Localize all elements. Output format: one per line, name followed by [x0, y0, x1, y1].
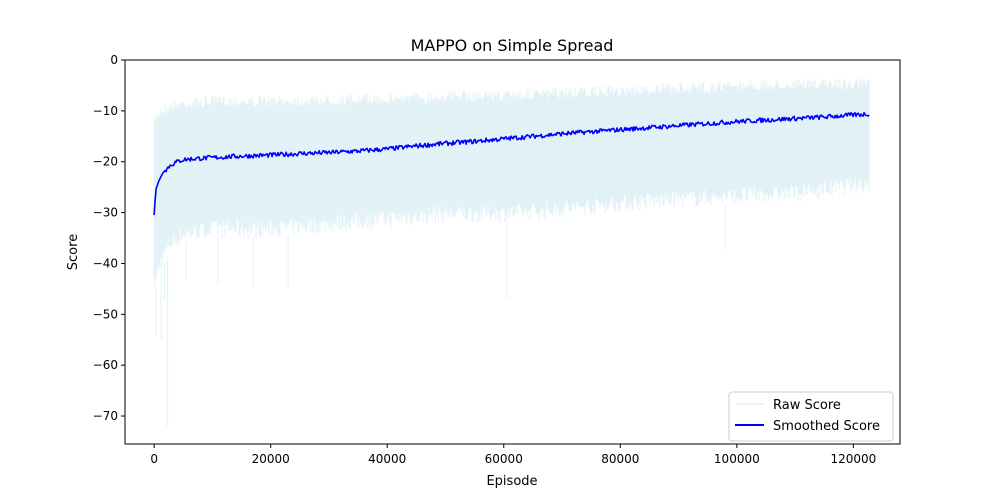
smoothed-score-line — [153, 111, 870, 216]
x-axis-label: Episode — [486, 474, 537, 489]
plot-area — [153, 78, 870, 427]
y-axis: 0 −10 −20 −30 −40 −50 −60 −70 — [93, 53, 125, 423]
y-tick-label: −70 — [93, 409, 118, 423]
y-axis-label: Score — [66, 234, 81, 270]
y-tick-label: −30 — [93, 206, 118, 220]
y-tick-label: −40 — [93, 256, 118, 270]
legend-label-smoothed-score: Smoothed Score — [773, 419, 880, 434]
x-tick-label: 120000 — [830, 452, 876, 466]
y-tick-label: −20 — [93, 155, 118, 169]
x-tick-label: 40000 — [368, 452, 406, 466]
x-tick-label: 60000 — [485, 452, 523, 466]
legend-label-raw-score: Raw Score — [773, 398, 841, 413]
y-tick-label: 0 — [110, 53, 118, 67]
x-tick-label: 80000 — [601, 452, 639, 466]
legend-box — [728, 391, 894, 442]
raw-score-series — [153, 78, 870, 427]
y-tick-label: −50 — [93, 307, 118, 321]
x-tick-label: 100000 — [714, 452, 760, 466]
x-axis: 0 20000 40000 60000 80000 100000 120000 — [150, 444, 876, 466]
legend: Raw Score Smoothed Score — [728, 391, 894, 442]
plot-frame — [124, 59, 901, 445]
y-tick-label: −10 — [93, 104, 118, 118]
chart-title: MAPPO on Simple Spread — [411, 36, 614, 55]
y-tick-label: −60 — [93, 358, 118, 372]
x-tick-label: 20000 — [252, 452, 290, 466]
x-tick-label: 0 — [150, 452, 158, 466]
